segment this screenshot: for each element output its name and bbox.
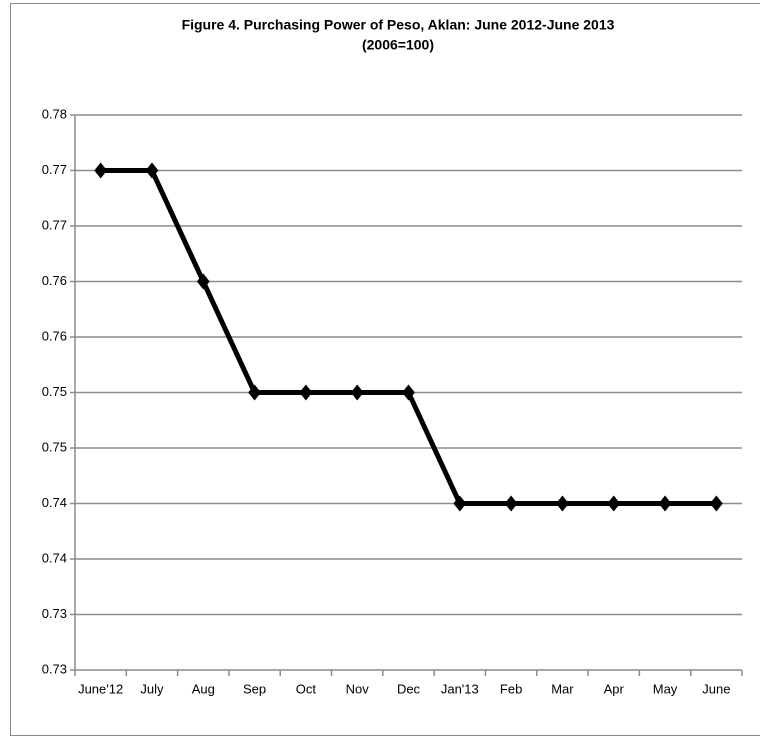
chart-title: Figure 4. Purchasing Power of Peso, Akla… [182,17,615,33]
x-tick-label: Mar [551,681,574,696]
data-point [504,495,518,512]
chart-border [10,3,760,736]
y-tick-label: 0.75 [42,384,67,399]
y-tick-label: 0.78 [42,106,67,121]
data-point [607,495,621,512]
y-tick-label: 0.75 [42,439,67,454]
y-tick-label: 0.73 [42,661,67,676]
data-point [94,162,108,179]
chart-subtitle: (2006=100) [362,37,434,53]
y-tick-label: 0.76 [42,328,67,343]
x-tick-label: July [140,681,164,696]
x-tick-label: Feb [500,681,522,696]
data-point [556,495,569,512]
y-tick-label: 0.77 [42,217,67,232]
x-tick-label: Sep [243,681,266,696]
y-tick-label: 0.77 [42,162,67,177]
data-point [709,495,723,512]
x-tick-label: Apr [604,681,625,696]
x-tick-label: Dec [397,681,421,696]
data-point [196,273,210,290]
x-tick-label: Jan'13 [441,681,479,696]
x-tick-label: June [702,681,730,696]
y-tick-label: 0.74 [42,495,67,510]
x-tick-label: May [653,681,678,696]
x-tick-label: June'12 [78,681,123,696]
y-tick-label: 0.74 [42,550,67,565]
data-point [248,384,261,401]
y-tick-label: 0.76 [42,273,67,288]
x-tick-label: Nov [346,681,370,696]
y-tick-label: 0.73 [42,606,67,621]
data-point [299,384,313,401]
data-point [350,384,364,401]
data-point [145,162,159,179]
data-point [658,495,672,512]
data-point [402,384,415,401]
data-point [453,495,467,512]
x-tick-label: Aug [192,681,215,696]
x-tick-label: Oct [296,681,317,696]
